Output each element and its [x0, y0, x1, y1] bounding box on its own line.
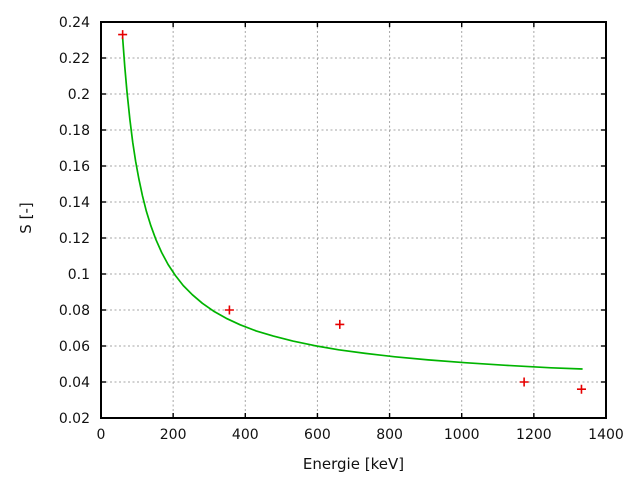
data-point-marker	[335, 319, 345, 329]
x-tick-label: 0	[97, 427, 106, 443]
y-tick-label: 0.14	[59, 195, 90, 211]
y-tick-label: 0.22	[59, 51, 90, 67]
y-tick-label: 0.18	[59, 123, 90, 139]
x-tick-label: 200	[160, 427, 187, 443]
x-tick-label: 1200	[516, 427, 552, 443]
data-point-marker	[576, 384, 586, 394]
y-tick-label: 0.08	[59, 303, 90, 319]
y-axis-title: S [-]	[17, 202, 35, 234]
fit-curve	[121, 37, 583, 370]
x-tick-label: 400	[232, 427, 259, 443]
y-tick-label: 0.02	[59, 411, 90, 427]
x-tick-label: 1000	[444, 427, 480, 443]
y-tick-label: 0.06	[59, 339, 90, 355]
y-tick-label: 0.1	[68, 267, 90, 283]
data-point-marker	[118, 30, 128, 40]
x-tick-label: 800	[376, 427, 403, 443]
data-point-marker	[224, 305, 234, 315]
x-axis-title: Energie [keV]	[302, 455, 405, 473]
x-tick-label: 1400	[588, 427, 624, 443]
y-tick-label: 0.16	[59, 159, 90, 175]
plot-border	[100, 21, 607, 419]
y-tick-label: 0.24	[59, 15, 90, 31]
y-tick-label: 0.04	[59, 375, 90, 391]
y-tick-label: 0.12	[59, 231, 90, 247]
x-tick-label: 600	[304, 427, 331, 443]
data-point-marker	[519, 377, 529, 387]
y-tick-label: 0.2	[68, 87, 90, 103]
